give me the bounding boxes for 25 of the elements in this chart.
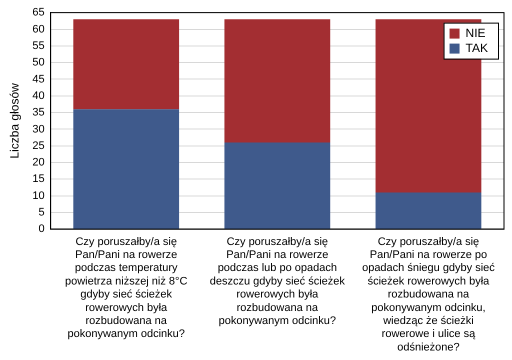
y-tick-label: 45 xyxy=(32,73,45,86)
bar xyxy=(224,19,330,143)
y-tick-label: 50 xyxy=(32,56,45,69)
x-tick-label: Czy poruszałby/a się Pan/Pani na rowerze podczas lub po opadach deszczu gdyby sieć ścieżek rowerowych była rozbudowana na pokonywanym odcinku? xyxy=(210,236,346,328)
x-tick-label: Czy poruszałby/a się Pan/Pani na rowerze podczas temperatury powietrza niższej niż 8°C gdyby sieć ścieżek rowerowych była rozbudowana na pokonywanym odcinku? xyxy=(64,236,188,340)
bar xyxy=(224,142,330,229)
bar xyxy=(376,192,482,229)
legend-label: NIE xyxy=(466,26,486,40)
y-tick-label: 0 xyxy=(38,223,45,236)
y-tick-label: 5 xyxy=(38,206,45,219)
bar xyxy=(73,109,180,229)
y-tick-label: 15 xyxy=(32,173,45,186)
category-label: Czy poruszałby/a się Pan/Pani na rowerze po opadach śniegu gdyby sieć ścieżek rowerowych była rozbudowana na pokonywanym odcinku, wiedząc że ścieżki rowerowe i ulice są odśnieżone? xyxy=(362,236,495,354)
bar xyxy=(73,19,180,110)
y-tick-label: 20 xyxy=(32,156,45,169)
y-tick-label: 60 xyxy=(32,23,45,36)
y-tick-label: 35 xyxy=(32,106,45,119)
y-tick-label: 30 xyxy=(32,123,45,136)
y-axis-title: Liczba głosów xyxy=(8,82,22,159)
y-tick-label: 40 xyxy=(32,90,45,102)
y-tick-label: 25 xyxy=(32,140,45,152)
y-tick-label: 65 xyxy=(32,6,45,19)
y-tick-label: 10 xyxy=(32,190,45,202)
legend-label: TAK xyxy=(466,40,488,55)
y-tick-label: 55 xyxy=(32,40,45,52)
